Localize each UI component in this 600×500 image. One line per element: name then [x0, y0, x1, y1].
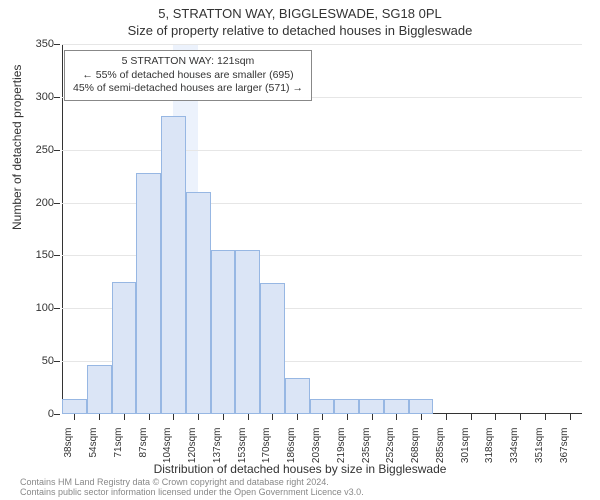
chart-wrap: 5, STRATTON WAY, BIGGLESWADE, SG18 0PL S…	[0, 0, 600, 500]
y-tick-label: 350	[24, 38, 54, 50]
y-tick-label: 50	[24, 355, 54, 367]
y-tick-label: 0	[24, 408, 54, 420]
x-tick	[99, 414, 100, 420]
bar	[260, 283, 285, 414]
bar	[359, 399, 384, 414]
y-axis	[62, 44, 63, 414]
y-tick	[54, 44, 60, 45]
x-tick	[248, 414, 249, 420]
bar	[409, 399, 434, 414]
bar	[87, 365, 112, 414]
x-tick	[372, 414, 373, 420]
x-tick	[446, 414, 447, 420]
x-tick	[223, 414, 224, 420]
annotation-line1: 5 STRATTON WAY: 121sqm	[73, 55, 303, 69]
bar	[62, 399, 87, 414]
y-tick-label: 200	[24, 197, 54, 209]
bar	[334, 399, 359, 414]
footer-line2: Contains public sector information licen…	[20, 488, 364, 498]
bar	[384, 399, 409, 414]
bar	[285, 378, 310, 414]
y-tick	[54, 255, 60, 256]
bar	[310, 399, 335, 414]
x-tick	[74, 414, 75, 420]
x-tick	[570, 414, 571, 420]
annotation-line2: ← 55% of detached houses are smaller (69…	[73, 69, 303, 83]
x-tick	[173, 414, 174, 420]
bar	[136, 173, 161, 414]
bar	[186, 192, 211, 414]
y-tick	[54, 150, 60, 151]
plot-area: 05010015020025030035038sqm54sqm71sqm87sq…	[62, 44, 582, 414]
x-tick	[124, 414, 125, 420]
annotation-box: 5 STRATTON WAY: 121sqm← 55% of detached …	[64, 50, 312, 101]
x-tick	[149, 414, 150, 420]
x-tick	[520, 414, 521, 420]
y-tick	[54, 361, 60, 362]
y-tick	[54, 308, 60, 309]
y-tick-label: 100	[24, 302, 54, 314]
bar	[211, 250, 236, 414]
title-main: 5, STRATTON WAY, BIGGLESWADE, SG18 0PL	[0, 6, 600, 21]
x-tick	[421, 414, 422, 420]
y-tick	[54, 203, 60, 204]
x-tick	[297, 414, 298, 420]
bar	[112, 282, 137, 414]
x-tick	[396, 414, 397, 420]
x-tick	[471, 414, 472, 420]
x-tick	[347, 414, 348, 420]
bar	[235, 250, 260, 414]
x-tick	[495, 414, 496, 420]
title-sub: Size of property relative to detached ho…	[0, 23, 600, 38]
y-axis-label: Number of detached properties	[10, 65, 24, 230]
footer-text: Contains HM Land Registry data © Crown c…	[20, 478, 364, 498]
grid-line	[62, 150, 582, 151]
grid-line	[62, 44, 582, 45]
x-axis-label: Distribution of detached houses by size …	[0, 462, 600, 476]
y-tick	[54, 97, 60, 98]
bar	[161, 116, 186, 414]
y-tick-label: 300	[24, 91, 54, 103]
y-tick-label: 150	[24, 249, 54, 261]
annotation-line3: 45% of semi-detached houses are larger (…	[73, 82, 303, 96]
x-tick	[198, 414, 199, 420]
x-tick	[272, 414, 273, 420]
x-tick	[545, 414, 546, 420]
y-tick-label: 250	[24, 144, 54, 156]
y-tick	[54, 414, 60, 415]
x-tick	[322, 414, 323, 420]
